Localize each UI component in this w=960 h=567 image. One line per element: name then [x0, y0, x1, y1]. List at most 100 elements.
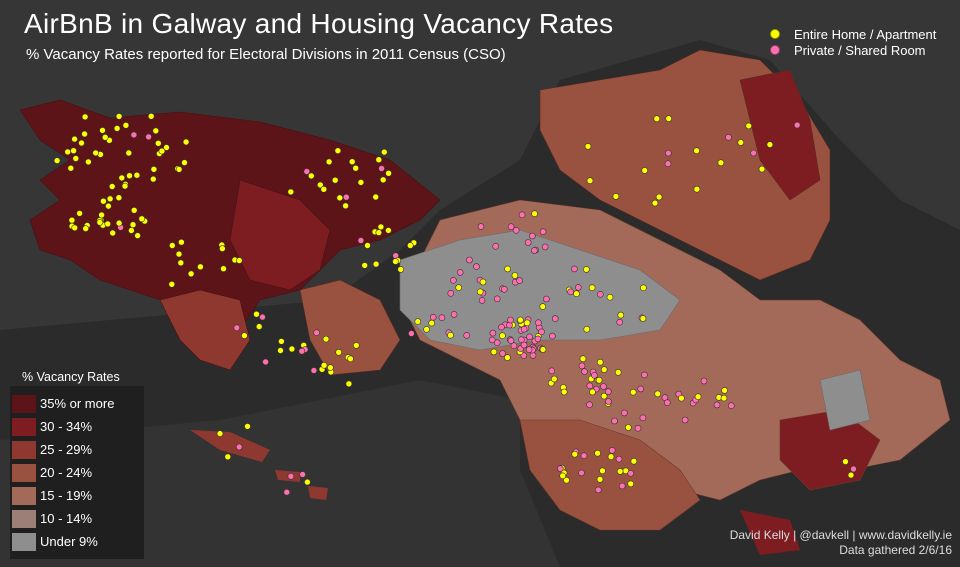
entire-home-listing-dot: [96, 219, 104, 226]
entire-home-listing-dot: [150, 175, 157, 183]
private-room-listing-dot: [548, 367, 556, 375]
entire-home-listing-dot: [596, 358, 604, 366]
private-room-listing-dot: [357, 237, 365, 244]
private-room-listing-dot: [538, 328, 545, 336]
private-room-listing-dot: [700, 377, 708, 385]
private-room-listing-dot: [578, 469, 585, 477]
entire-home-listing-dot: [78, 139, 85, 147]
entire-home-listing-dot: [511, 272, 519, 279]
entire-home-listing-dot: [244, 423, 251, 430]
private-room-listing-dot: [543, 295, 550, 303]
entire-home-listing-dot: [630, 457, 638, 465]
entire-home-listing-dot: [842, 458, 849, 465]
entire-home-listing-dot: [599, 467, 606, 475]
entire-home-listing-dot: [606, 293, 614, 301]
entire-home-listing-dot: [76, 210, 83, 217]
entire-home-listing-dot: [629, 388, 637, 396]
private-room-listing-dot: [594, 486, 602, 494]
entire-home-listing-dot: [147, 113, 155, 120]
entire-home-listing-dot: [616, 468, 624, 475]
private-room-listing-dot: [534, 335, 542, 343]
entire-home-listing-dot: [104, 220, 111, 228]
entire-home-listing-dot: [847, 471, 855, 479]
vacancy-class-label: Under 9%: [40, 534, 98, 549]
private-room-listing-dot: [299, 471, 306, 478]
private-room-listing-dot: [793, 121, 801, 129]
entire-home-listing-dot: [571, 450, 579, 458]
private-room-listing-dot: [516, 277, 523, 284]
vacancy-swatch: [12, 509, 36, 528]
entire-home-listing-dot: [588, 284, 596, 292]
entire-home-listing-dot: [53, 157, 61, 164]
private-room-listing-dot: [571, 265, 578, 273]
entire-home-listing-dot: [325, 158, 333, 166]
vacancy-class-label: 15 - 19%: [40, 488, 93, 503]
private-room-listing-dot: [499, 350, 506, 357]
private-room-listing-dot: [313, 329, 320, 337]
entire-home-listing-dot: [327, 364, 334, 371]
vacancy-legend-body: 35% or more 30 - 34% 25 - 29% 20 - 24% 1…: [10, 386, 144, 559]
private-room-listing-dot: [850, 465, 857, 473]
entire-home-listing-dot: [134, 232, 141, 239]
region-south-peninsula: [519, 419, 701, 531]
vacancy-swatch: [12, 417, 36, 436]
entire-home-listing-dot: [766, 141, 774, 148]
listing-type-legend: Entire Home / Apartment Private / Shared…: [770, 26, 936, 58]
vacancy-class-row: 20 - 24%: [10, 461, 144, 484]
entire-home-listing-dot: [584, 143, 592, 150]
legend-dot-yellow: [770, 29, 780, 39]
entire-home-listing-dot: [277, 347, 284, 354]
private-room-listing-dot: [287, 472, 295, 480]
entire-home-listing-dot: [115, 194, 123, 201]
private-room-listing-dot: [524, 239, 532, 246]
private-room-listing-dot: [342, 193, 350, 201]
private-room-listing-dot: [378, 165, 385, 172]
vacancy-legend-title: % Vacancy Rates: [22, 370, 120, 384]
entire-home-listing-dot: [155, 140, 162, 147]
entire-home-listing-dot: [219, 245, 226, 252]
entire-home-listing-dot: [375, 229, 383, 236]
entire-home-listing-dot: [717, 159, 725, 166]
entire-home-listing-dot: [693, 185, 701, 193]
vacancy-swatch: [12, 394, 36, 413]
entire-home-listing-dot: [122, 122, 130, 129]
credit-author: David Kelly | @davkell | www.davidkelly.…: [729, 528, 952, 542]
entire-home-listing-dot: [71, 224, 78, 232]
vacancy-class-row: 10 - 14%: [10, 507, 144, 530]
entire-home-listing-dot: [304, 478, 311, 486]
region-connemara-mid: [229, 179, 331, 291]
vacancy-class-row: 35% or more: [10, 392, 144, 415]
entire-home-listing-dot: [579, 355, 587, 363]
private-room-listing-dot: [507, 337, 515, 344]
entire-home-listing-dot: [342, 202, 349, 210]
private-room-listing-dot: [531, 247, 538, 254]
entire-home-listing-dot: [560, 388, 568, 396]
vacancy-class-label: 25 - 29%: [40, 442, 93, 457]
private-room-listing-dot: [466, 256, 473, 264]
private-room-listing-dot: [492, 243, 500, 250]
private-room-listing-dot: [727, 402, 735, 410]
entire-home-listing-dot: [85, 158, 92, 166]
entire-home-listing-dot: [288, 345, 296, 353]
entire-home-listing-dot: [665, 115, 673, 122]
entire-home-listing-dot: [406, 242, 414, 249]
entire-home-listing-dot: [447, 331, 454, 339]
private-room-listing-dot: [507, 223, 515, 230]
private-room-listing-dot: [450, 311, 458, 318]
entire-home-listing-dot: [600, 392, 608, 400]
entire-home-listing-dot: [624, 424, 632, 431]
private-room-listing-dot: [616, 318, 624, 326]
private-room-listing-dot: [518, 211, 526, 219]
region-connemara-south: [159, 289, 251, 371]
entire-home-listing-dot: [758, 165, 766, 173]
map-subtitle: % Vacancy Rates reported for Electoral D…: [26, 46, 506, 63]
private-room-listing-dot: [518, 336, 525, 344]
aran-island-3: [308, 486, 328, 500]
entire-home-listing-dot: [121, 182, 129, 190]
vacancy-class-row: 25 - 29%: [10, 438, 144, 461]
private-room-listing-dot: [574, 284, 582, 291]
entire-home-listing-dot: [352, 342, 360, 349]
entire-home-listing-dot: [106, 195, 114, 203]
legend-label: Entire Home / Apartment: [794, 26, 937, 42]
private-room-listing-dot: [408, 330, 415, 337]
